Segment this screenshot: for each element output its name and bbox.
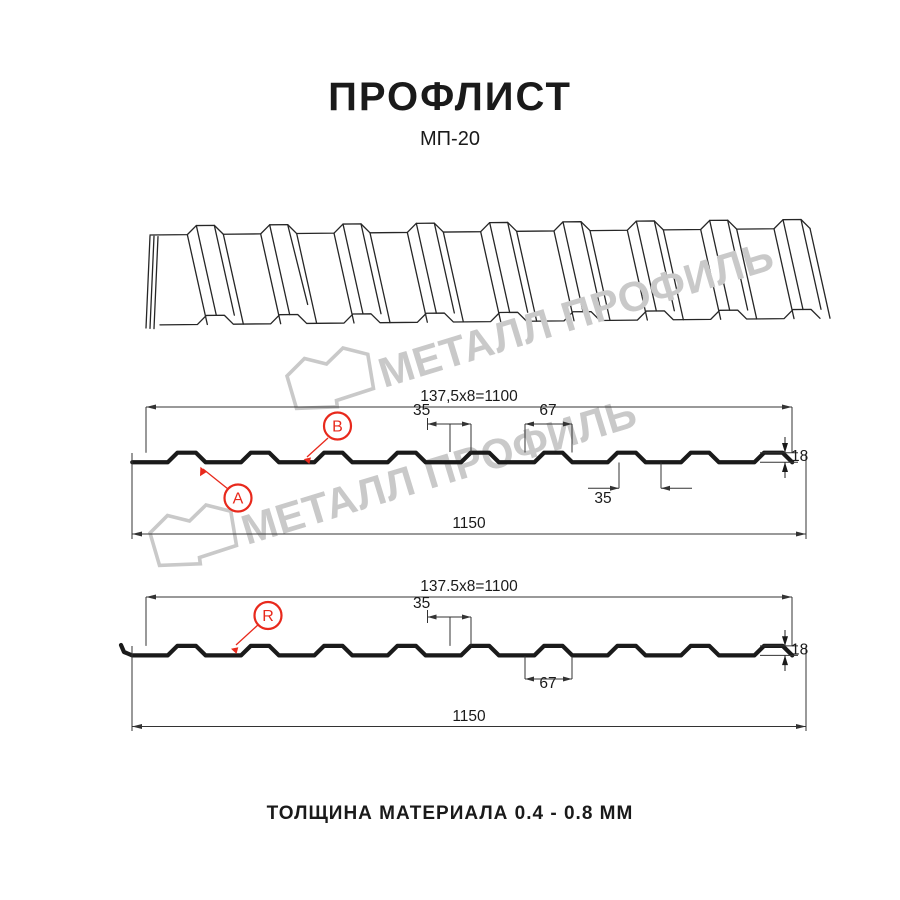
svg-text:18: 18 [791, 642, 808, 659]
svg-text:1150: 1150 [452, 708, 486, 725]
svg-text:35: 35 [413, 595, 430, 612]
svg-text:137.5x8=1100: 137.5x8=1100 [420, 578, 518, 595]
svg-text:67: 67 [539, 675, 556, 692]
svg-text:R: R [262, 608, 274, 625]
